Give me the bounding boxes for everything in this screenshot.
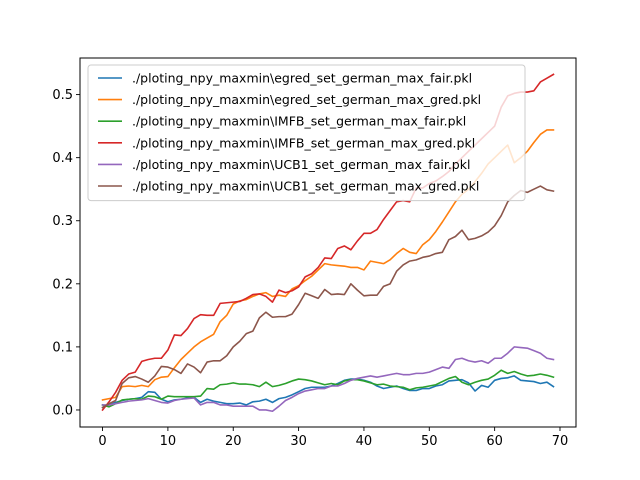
legend-label: ./ploting_npy_maxmin\egred_set_german_ma… — [132, 71, 472, 86]
y-tick-label: 0.1 — [52, 340, 73, 355]
series-line-5 — [101, 346, 555, 413]
x-tick-label: 0 — [98, 434, 106, 449]
legend-label: ./ploting_npy_maxmin\IMFB_set_german_max… — [132, 114, 466, 129]
y-tick-label: 0.0 — [52, 403, 73, 418]
x-tick-label: 70 — [552, 434, 569, 449]
legend-label: ./ploting_npy_maxmin\IMFB_set_german_max… — [132, 135, 475, 150]
y-tick-label: 0.2 — [52, 277, 73, 292]
legend-label: ./ploting_npy_maxmin\egred_set_german_ma… — [132, 92, 481, 107]
x-tick-label: 20 — [225, 434, 242, 449]
plot-series — [101, 73, 555, 413]
y-axis: 0.0 0.1 0.2 0.3 0.4 0.5 — [52, 88, 80, 418]
x-tick-label: 30 — [290, 434, 307, 449]
series-line-6 — [101, 185, 555, 409]
legend-box — [87, 64, 526, 202]
axes-frame — [79, 57, 577, 428]
y-tick-label: 0.5 — [52, 88, 73, 103]
legend: ./ploting_npy_maxmin\egred_set_german_ma… — [87, 64, 526, 202]
y-tick-label: 0.3 — [52, 214, 73, 229]
x-axis: 0 10 20 30 40 50 60 70 — [98, 427, 568, 449]
legend-label: ./ploting_npy_maxmin\UCB1_set_german_max… — [132, 179, 479, 194]
x-tick-label: 60 — [486, 434, 503, 449]
series-line-3 — [101, 369, 555, 408]
x-tick-label: 40 — [356, 434, 373, 449]
x-tick-label: 50 — [421, 434, 438, 449]
x-tick-label: 10 — [160, 434, 177, 449]
y-tick-label: 0.4 — [52, 151, 73, 166]
legend-label: ./ploting_npy_maxmin\UCB1_set_german_max… — [132, 157, 470, 172]
